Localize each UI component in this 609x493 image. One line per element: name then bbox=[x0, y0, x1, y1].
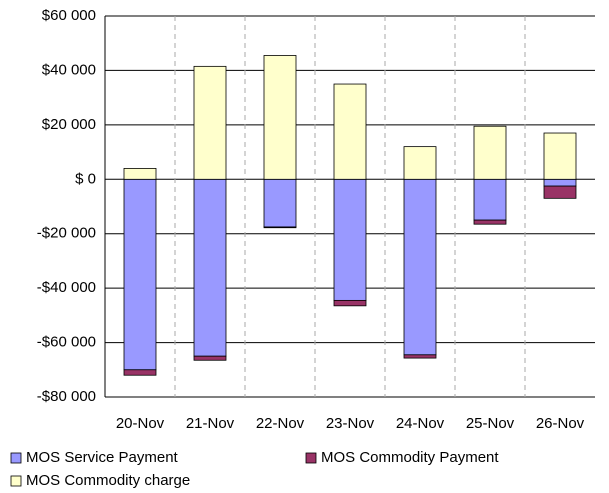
bar-segment bbox=[123, 369, 157, 376]
legend-swatch bbox=[305, 452, 317, 464]
bar-segment bbox=[473, 125, 507, 180]
x-tick-label: 26-Nov bbox=[536, 415, 585, 432]
bar-segment bbox=[543, 132, 577, 180]
x-tick-label: 25-Nov bbox=[466, 415, 515, 432]
y-tick-label: $20 000 bbox=[42, 116, 96, 133]
bar-segment bbox=[333, 299, 367, 307]
legend-label: MOS Service Payment bbox=[26, 449, 179, 466]
bar-segment bbox=[193, 178, 227, 357]
y-tick-label: $60 000 bbox=[42, 7, 96, 24]
bar-segment bbox=[263, 178, 297, 228]
legend-swatch bbox=[10, 475, 22, 487]
bar-segment bbox=[473, 219, 507, 225]
x-tick-label: 24-Nov bbox=[396, 415, 445, 432]
bar-segment bbox=[543, 185, 577, 199]
x-tick-label: 20-Nov bbox=[116, 415, 165, 432]
x-tick-label: 22-Nov bbox=[256, 415, 305, 432]
legend-label: MOS Commodity charge bbox=[26, 472, 190, 489]
bar-segment bbox=[193, 355, 227, 361]
y-tick-label: $40 000 bbox=[42, 61, 96, 78]
bar-segment bbox=[403, 354, 437, 359]
legend-swatch bbox=[10, 452, 22, 464]
bar-segment bbox=[403, 146, 437, 180]
y-tick-label: -$60 000 bbox=[37, 334, 96, 351]
x-tick-label: 23-Nov bbox=[326, 415, 375, 432]
bar-segment bbox=[473, 178, 507, 221]
y-tick-label: -$80 000 bbox=[37, 388, 96, 405]
bar-segment bbox=[193, 65, 227, 180]
bar-segment bbox=[263, 55, 297, 180]
bar-segment bbox=[123, 167, 157, 180]
y-tick-label: -$20 000 bbox=[37, 225, 96, 242]
bar-segment bbox=[123, 178, 157, 371]
y-tick-label: -$40 000 bbox=[37, 279, 96, 296]
bar-segment bbox=[543, 178, 577, 187]
x-tick-label: 21-Nov bbox=[186, 415, 235, 432]
bar-segment bbox=[333, 83, 367, 180]
y-tick-label: $ 0 bbox=[75, 170, 96, 187]
bar-segment bbox=[333, 178, 367, 301]
legend-label: MOS Commodity Payment bbox=[321, 449, 499, 466]
bar-segment bbox=[403, 178, 437, 356]
bar-segment bbox=[263, 226, 297, 229]
